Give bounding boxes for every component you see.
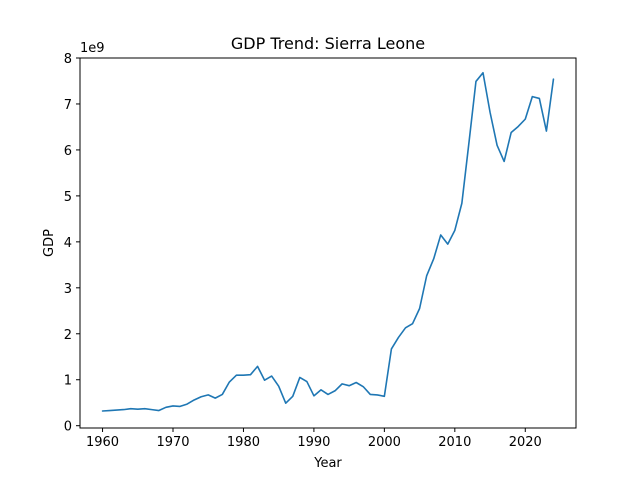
y-tick-label: 3	[64, 282, 72, 297]
x-tick-label: 2000	[368, 435, 401, 450]
y-tick-label: 0	[64, 420, 72, 435]
x-tick-label: 2020	[509, 435, 542, 450]
y-tick-label: 2	[64, 328, 72, 343]
x-axis-label: Year	[313, 456, 342, 471]
y-tick-label: 1	[64, 374, 72, 389]
y-tick-label: 7	[64, 98, 72, 113]
y-tick-label: 6	[64, 144, 72, 159]
x-tick-label: 1980	[227, 435, 260, 450]
x-tick-label: 1960	[86, 435, 119, 450]
y-axis-label: GDP	[42, 229, 57, 257]
x-tick-label: 1990	[297, 435, 330, 450]
y-tick-label: 4	[64, 236, 72, 251]
y-tick-label: 5	[64, 190, 72, 205]
chart-title: GDP Trend: Sierra Leone	[231, 34, 425, 53]
y-axis-offset-label: 1e9	[80, 41, 105, 56]
y-tick-label: 8	[64, 52, 72, 67]
x-tick-label: 1970	[156, 435, 189, 450]
x-tick-label: 2010	[438, 435, 471, 450]
